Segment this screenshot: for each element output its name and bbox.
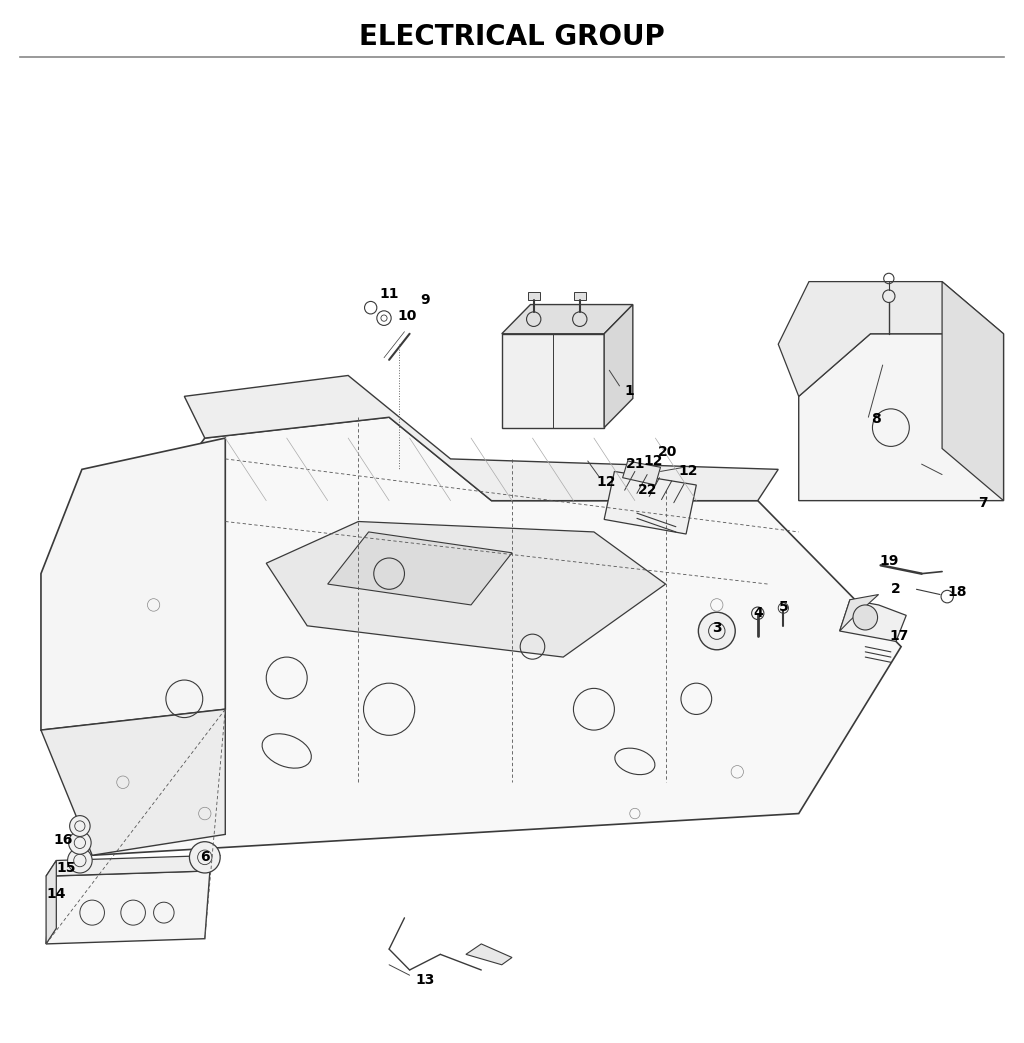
Polygon shape: [840, 600, 906, 641]
Text: 1: 1: [625, 384, 635, 398]
Polygon shape: [604, 471, 696, 534]
Polygon shape: [46, 871, 210, 944]
Polygon shape: [840, 595, 879, 631]
Text: 14: 14: [46, 887, 67, 901]
Circle shape: [69, 831, 91, 854]
Text: 15: 15: [56, 860, 77, 875]
Text: 12: 12: [643, 454, 664, 468]
Text: 18: 18: [947, 585, 968, 600]
Circle shape: [698, 612, 735, 650]
Polygon shape: [466, 944, 512, 965]
Polygon shape: [502, 334, 604, 428]
Text: ELECTRICAL GROUP: ELECTRICAL GROUP: [359, 23, 665, 50]
Text: 3: 3: [712, 621, 722, 635]
Circle shape: [70, 816, 90, 836]
Polygon shape: [41, 709, 225, 855]
Polygon shape: [799, 334, 1004, 501]
Text: 5: 5: [778, 600, 788, 614]
Text: 17: 17: [890, 629, 908, 644]
Polygon shape: [778, 282, 1004, 396]
Text: 12: 12: [596, 475, 616, 489]
Text: 6: 6: [200, 850, 210, 865]
Text: 19: 19: [880, 554, 898, 568]
Circle shape: [189, 842, 220, 873]
Text: 13: 13: [416, 973, 434, 988]
Text: 12: 12: [678, 464, 698, 479]
Text: 4: 4: [753, 606, 763, 621]
Polygon shape: [184, 375, 778, 501]
Text: 20: 20: [658, 444, 677, 459]
Polygon shape: [46, 855, 220, 876]
Text: 8: 8: [870, 412, 881, 427]
Text: 2: 2: [891, 582, 901, 597]
Polygon shape: [942, 282, 1004, 501]
Text: 16: 16: [54, 832, 73, 847]
Polygon shape: [46, 860, 56, 944]
Polygon shape: [266, 522, 666, 657]
Text: 11: 11: [379, 287, 399, 301]
Bar: [527, 292, 540, 300]
Text: 10: 10: [398, 309, 417, 323]
Text: 7: 7: [978, 495, 988, 510]
Bar: [573, 292, 586, 300]
Text: 22: 22: [637, 483, 657, 498]
Polygon shape: [604, 305, 633, 428]
Polygon shape: [502, 305, 633, 334]
Text: 9: 9: [420, 293, 430, 308]
Polygon shape: [82, 417, 901, 855]
Polygon shape: [328, 532, 512, 605]
Polygon shape: [623, 461, 660, 485]
Polygon shape: [41, 438, 225, 730]
Circle shape: [68, 848, 92, 873]
Text: 21: 21: [626, 457, 646, 471]
Circle shape: [853, 605, 878, 630]
